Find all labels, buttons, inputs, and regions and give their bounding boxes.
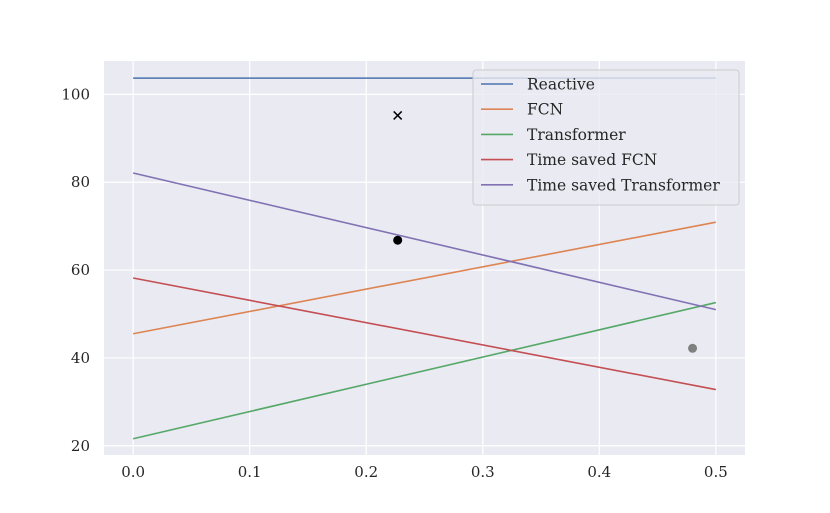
x-tick-label: 0.5 [704,463,728,481]
cross-stroke [393,110,403,120]
series-line [132,221,717,335]
legend-label: FCN [527,101,563,119]
x-tick-label: 0.2 [354,463,378,481]
y-tick-label: 20 [71,437,90,455]
legend-label: Time saved FCN [527,151,657,169]
legend: Reactive FCN Transformer Time saved FCN Time… [472,69,740,206]
legend-label: Transformer [527,126,626,144]
series-line [132,301,717,440]
x-tick-label: 0.3 [471,463,495,481]
x-tick-labels: 0.0 0.1 0.2 0.3 0.4 0.5 [121,463,728,481]
legend-label: Reactive [527,76,595,94]
y-tick-label: 60 [71,261,90,279]
series-line [132,277,717,391]
x-tick-label: 0.4 [587,463,611,481]
y-tick-label: 40 [71,349,90,367]
markers [393,110,698,353]
series-line [132,172,717,311]
y-tick-label: 80 [71,173,90,191]
x-tick-label: 0.0 [121,463,145,481]
x-tick-label: 0.1 [238,463,262,481]
y-tick-label: 100 [61,85,90,103]
y-tick-labels: 20 40 60 80 100 [61,85,90,454]
circle-marker [393,235,403,245]
circle-marker [688,343,698,353]
cross-marker [393,110,403,120]
legend-box [472,69,740,206]
legend-label: Time saved Transformer [527,176,720,194]
